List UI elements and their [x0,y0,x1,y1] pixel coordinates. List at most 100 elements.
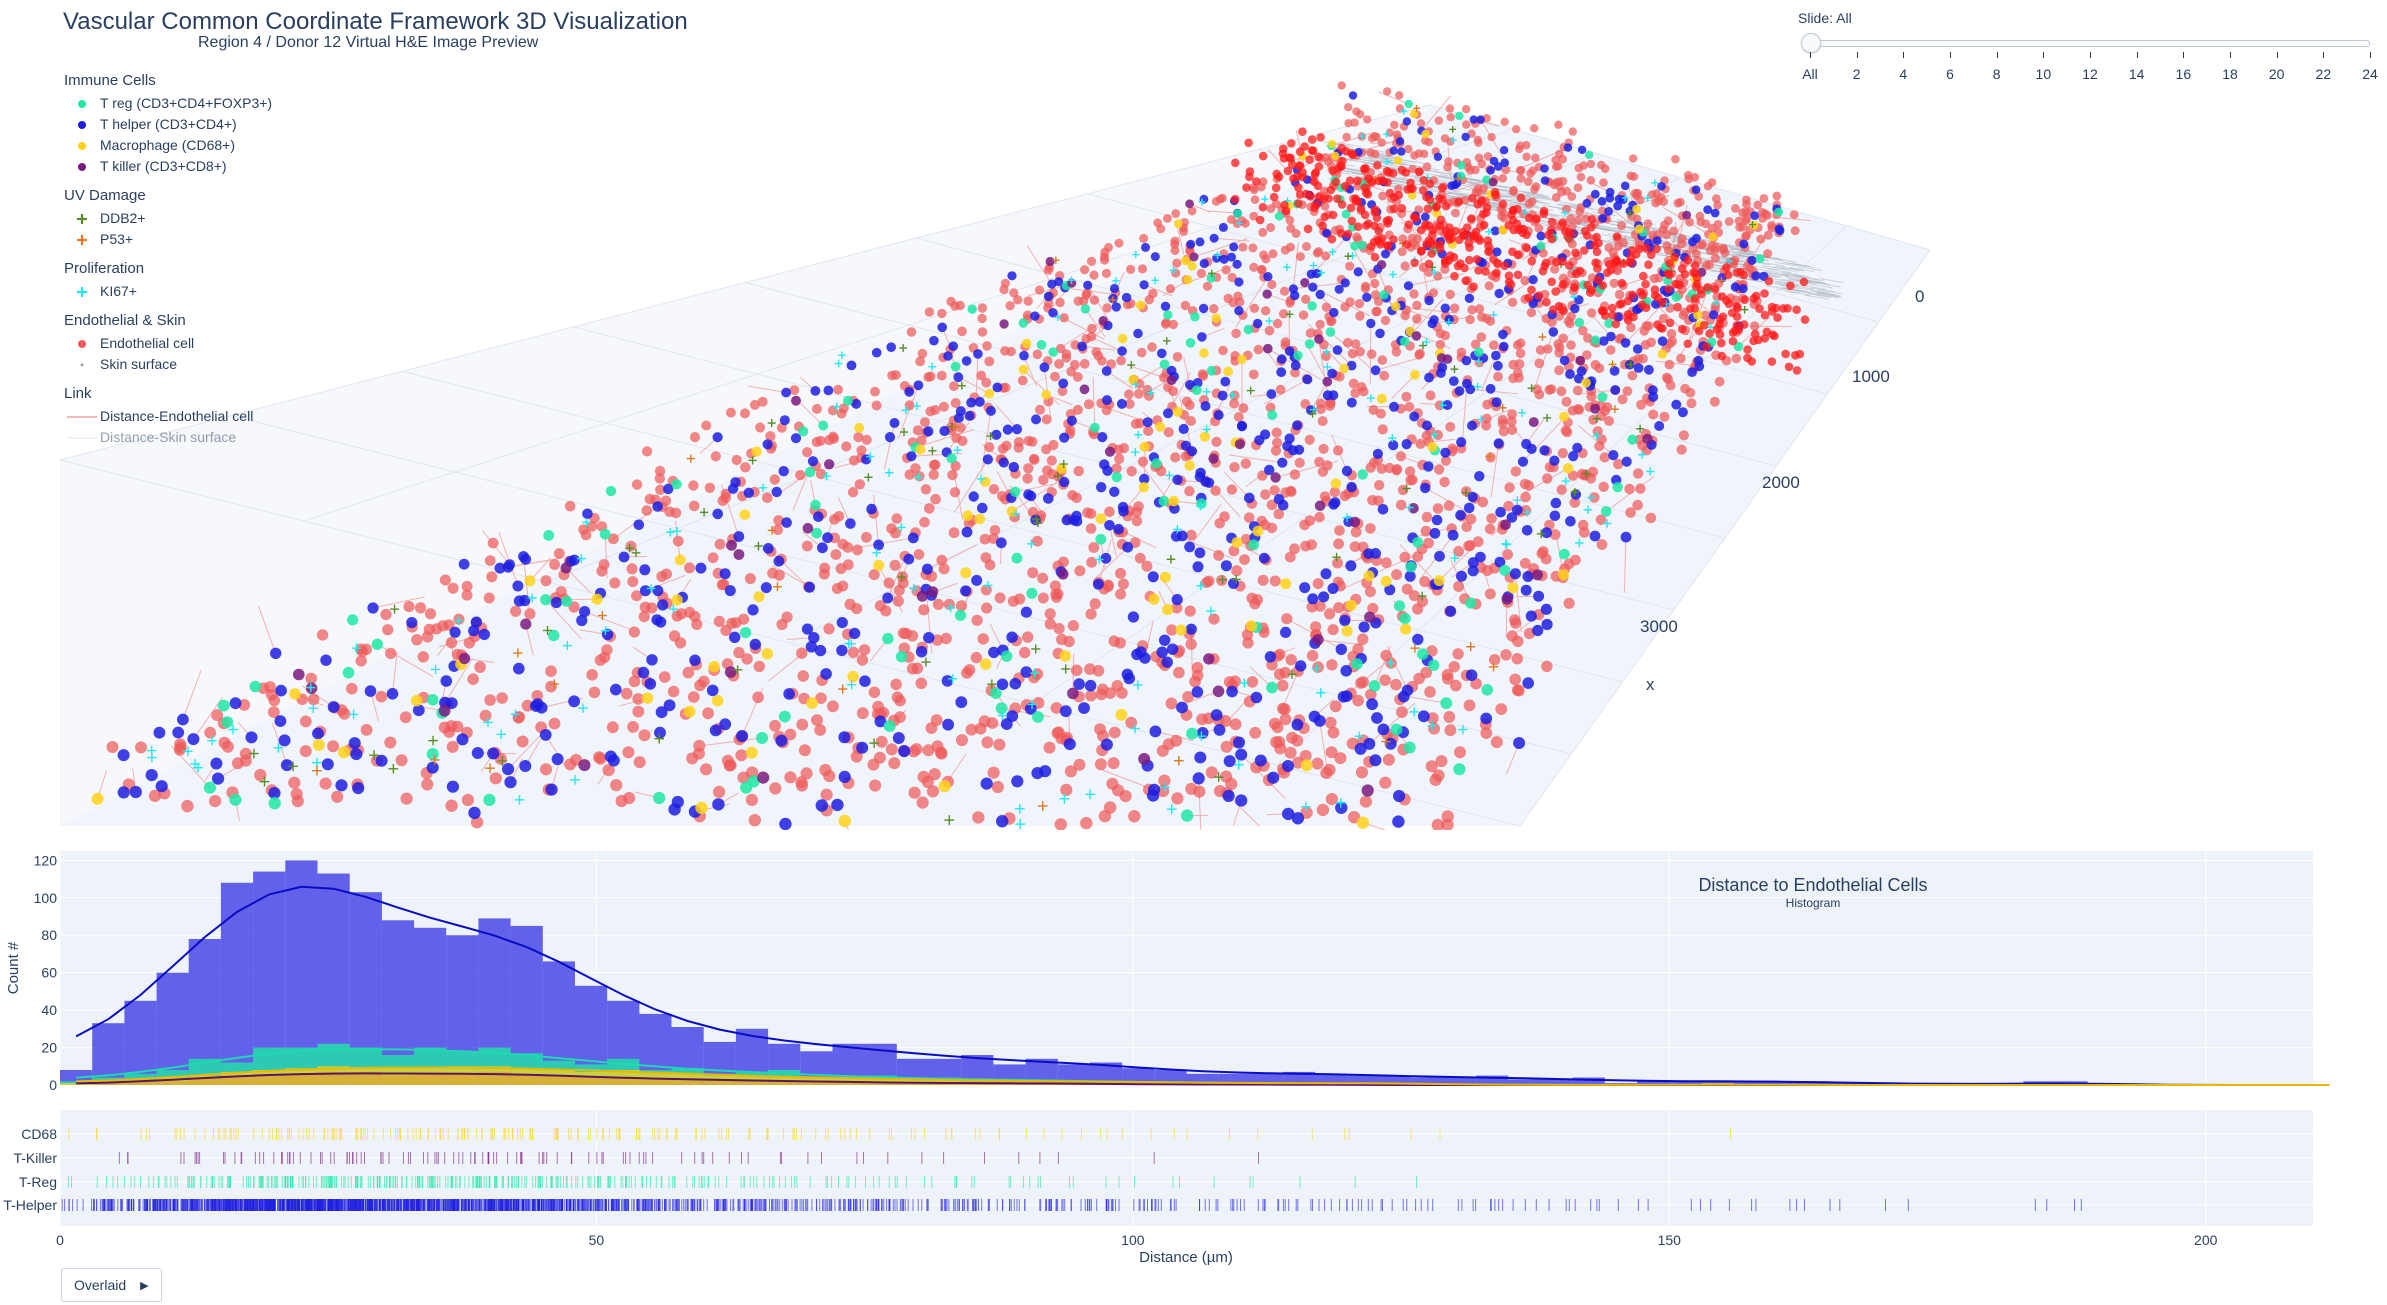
histogram-bar [575,1071,608,1085]
distance-link [1424,487,1466,512]
scatter3d-point [916,796,929,809]
distance-link [1525,418,1545,445]
scatter3d-point [181,799,194,813]
scene-x-axis: 0 1000 2000 3000 x [1640,287,1924,694]
skin-surface-mark [1715,242,1740,248]
scatter3d-point [981,602,993,614]
skin-surface-mark [1728,248,1754,254]
skin-surface-mark [1804,288,1829,294]
skin-surface-mark [1780,266,1805,272]
distance-link [1391,374,1416,400]
scatter3d-point [950,398,961,408]
skin-surface-mark [1807,293,1832,299]
distance-link [915,429,974,448]
distance-link [1623,537,1627,593]
y-tick-label: 40 [41,1002,57,1018]
skin-surface-mark [1496,197,1521,203]
skin-surface-mark [1764,271,1790,277]
scatter3d-scene[interactable]: 0 1000 2000 3000 x [0,0,2387,830]
skin-surface-mark [1782,261,1807,267]
distance-link [1193,238,1248,258]
skin-surface-mark [1819,278,1844,284]
scatter3d-point [1445,421,1456,432]
y-tick-label: 0 [49,1077,57,1093]
distance-link [1026,245,1053,285]
distance-link [1015,483,1057,493]
distance-link [1084,308,1106,338]
scene-axis-tick-label: 1000 [1852,367,1890,386]
distance-link [1399,544,1439,585]
distance-link [1591,313,1612,337]
distance-link [1421,95,1451,132]
distance-link [1490,443,1500,498]
scatter3d-point [1493,371,1503,382]
skin-surface-mark [1767,268,1792,274]
scene-axis-tick-label: 0 [1915,287,1924,306]
distance-link [272,723,288,766]
skin-surface-mark [1776,288,1801,294]
histogram-bar [349,1068,382,1085]
scatter3d-point [1534,223,1544,233]
distance-link [858,537,914,548]
distance-link [1522,420,1562,463]
distance-link [1143,284,1173,297]
scatter3d-point [231,757,244,770]
y-tick-label: 60 [41,965,57,981]
distance-link [1214,237,1250,242]
scatter3d-point [688,500,700,512]
distance-link [1378,91,1409,105]
skin-surface-mark [1816,291,1841,297]
skin-surface-mark [1772,266,1797,272]
skin-surface-mark [1790,266,1815,272]
scatter3d-point [1550,264,1560,274]
skin-surface-mark [1368,156,1393,162]
distance-link [1179,396,1193,452]
distance-link [1011,476,1066,512]
distance-link [1092,376,1096,428]
scene-axis-tick-label: 2000 [1762,473,1800,492]
scatter3d-point [957,326,967,337]
scatter3d-point [784,728,797,741]
distance-link [507,734,541,770]
skin-surface-mark [1774,280,1799,286]
distance-link [444,657,473,703]
scatter3d-point [1165,697,1178,710]
distance-link [772,565,810,588]
skin-surface-mark [1759,261,1785,267]
page-title: Vascular Common Coordinate Framework 3D … [63,8,688,35]
skin-surface-mark [1775,261,1800,267]
skin-surface-mark [1798,265,1823,271]
distance-link [1027,284,1067,297]
distance-link [1307,345,1328,382]
distance-link [1461,383,1468,446]
skin-surface-mark [1786,290,1811,296]
scene-axis-title: x [1646,675,1655,694]
scatter3d-point [1227,272,1237,283]
skin-surface-mark [1788,288,1814,294]
skin-surface-mark [1765,285,1790,290]
distance-link [1375,357,1421,371]
distance-link [545,599,582,640]
skin-surface-mark [1817,292,1842,298]
skin-surface-mark [1728,247,1753,252]
y-axis-title: Count # [5,941,22,994]
distance-link [1206,210,1238,214]
y-tick-label: 120 [34,852,58,868]
distance-link [1023,369,1060,406]
distance-link [1292,242,1299,289]
distance-link [897,385,919,439]
skin-surface-mark [1522,192,1547,198]
scatter3d-point [1524,177,1533,186]
skin-surface-mark [1425,169,1450,175]
scatter3d-point [1074,565,1086,577]
scatter3d-point [1158,774,1171,787]
distance-link [954,459,989,513]
scatter3d-point [1221,265,1231,275]
scene-axis-tick-label: 3000 [1640,617,1678,636]
distance-link [995,404,1018,430]
scatter3d-point [395,754,408,767]
scatter3d-point [889,559,901,571]
scatter3d-point [1314,456,1325,467]
distance-link [565,567,592,594]
